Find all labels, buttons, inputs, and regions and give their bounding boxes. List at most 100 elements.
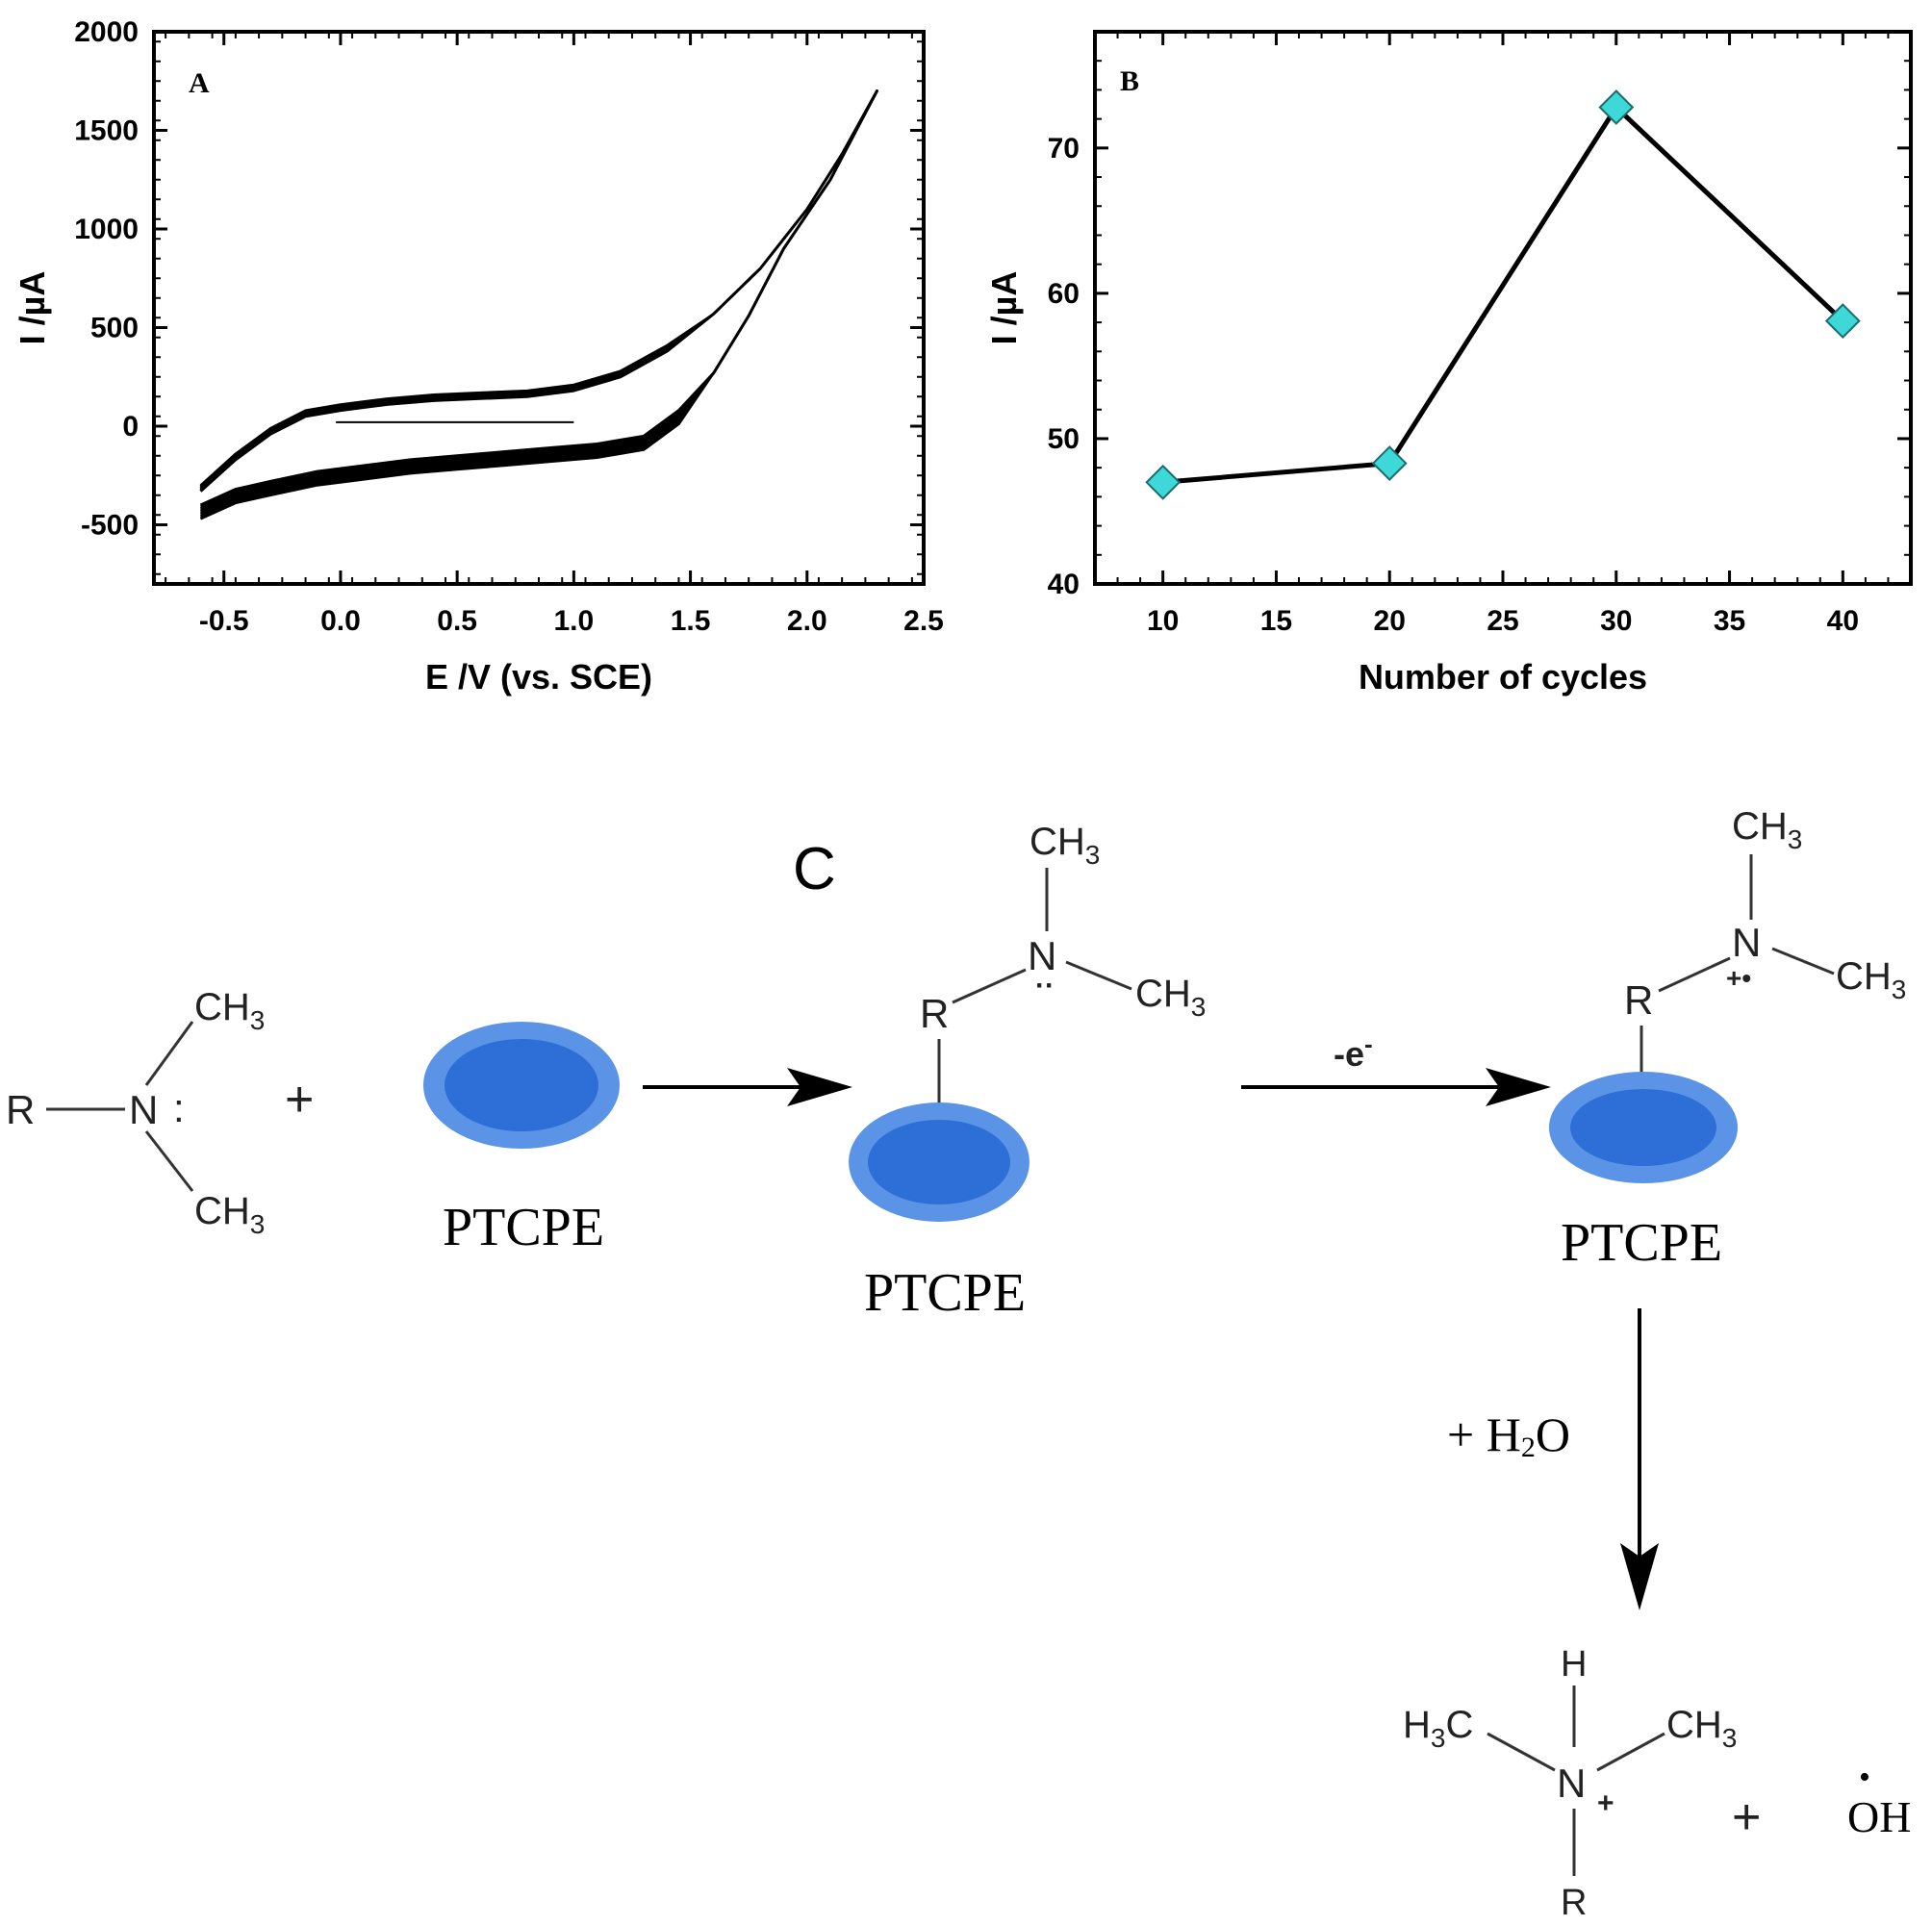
arrow-3-head (1620, 1543, 1659, 1610)
panel-a-ticks: -0.5 0.0 0.5 1.0 1.5 2.0 2.5 -500 0 500 1000 1500 20… (74, 16, 944, 637)
radical-top-methyl: CH3 (1732, 805, 1802, 854)
panel-a-xtick-label: -0.5 (199, 605, 249, 637)
adsorbed-r-n-bond (952, 968, 1027, 1004)
product-right-methyl: CH3 (1666, 1704, 1737, 1753)
panel-a-letter: A (189, 67, 210, 99)
ammonium-product: H H3C CH3 N + R (1403, 1644, 1737, 1923)
panel-a-ytick-label: 2000 (74, 16, 139, 48)
electrode-2-label: PTCPE (864, 1263, 1026, 1323)
product-left-methyl: H3C (1403, 1704, 1473, 1753)
panel-b-xtick-label: 40 (1827, 605, 1859, 637)
radical-charge: +• (1726, 963, 1751, 993)
amine-lower-methyl: CH3 (194, 1190, 265, 1239)
hydroxyl-label: OH (1847, 1792, 1911, 1841)
panel-c-letter: C (793, 836, 836, 902)
panel-a-xtick-label: 0.5 (437, 605, 477, 637)
panel-b-ytick-label: 50 (1048, 423, 1080, 455)
panel-a-ylabel: I /µA (13, 271, 52, 345)
product-right-bond (1596, 1732, 1665, 1772)
amine-reactant: R N : CH3 CH3 (6, 986, 265, 1239)
electrode-1-inner (445, 1039, 598, 1131)
adsorbed-n-label: N (1028, 933, 1056, 978)
electrode-1: PTCPE (423, 1022, 620, 1257)
panel-a-ytick-label: 1500 (74, 115, 139, 147)
panel-a-chart: -0.5 0.0 0.5 1.0 1.5 2.0 2.5 -500 0 500 1000 1500 20… (13, 16, 944, 697)
panel-a-cv-cycle-4 (199, 89, 878, 511)
electrode-3: PTCPE (1549, 1072, 1738, 1273)
panel-b-ytick-label: 70 (1048, 133, 1080, 165)
panel-b-xlabel: Number of cycles (1359, 657, 1647, 697)
panel-a-cv-cycle-10 (199, 89, 878, 520)
panel-b-point-10 (1145, 464, 1182, 500)
panel-b-ytick-label: 40 (1048, 569, 1080, 600)
panel-b-xtick-label: 15 (1260, 605, 1292, 637)
panel-b-xtick-label: 20 (1374, 605, 1406, 637)
panel-c-scheme: C R N : CH3 CH3 + PTCPE R N (6, 805, 1911, 1923)
panel-b-point-40 (1824, 303, 1861, 340)
panel-a-xtick-label: 1.0 (554, 605, 595, 637)
panel-b-point-20 (1371, 445, 1408, 482)
panel-a-curves (199, 89, 878, 520)
radical-n-label: N (1732, 920, 1761, 965)
panel-b-xtick-label: 30 (1600, 605, 1632, 637)
reaction-arrow-1 (643, 1068, 852, 1106)
reaction-arrow-2: -e- (1241, 1029, 1551, 1106)
panel-a-xlabel: E /V (vs. SCE) (425, 657, 652, 697)
arrow-2-head (1486, 1068, 1551, 1106)
panel-a-cv-cycle-1 (199, 89, 878, 507)
panel-b-frame (1093, 30, 1913, 586)
panel-a-xtick-label: 2.0 (787, 605, 827, 637)
product-r-label: R (1561, 1883, 1587, 1923)
panel-a-ytick-label: 500 (90, 313, 139, 344)
product-h-label: H (1561, 1644, 1587, 1685)
panel-b-xtick-label: 35 (1714, 605, 1745, 637)
panel-a-frame (152, 30, 926, 586)
amine-lone-pair: : (173, 1085, 185, 1130)
panel-a-ytick-label: -500 (81, 510, 139, 542)
electrode-2: PTCPE (849, 1102, 1030, 1323)
adsorbed-amine: R N ·· CH3 CH3 (920, 821, 1206, 1110)
panel-a-cv-cycle-2 (199, 89, 878, 508)
adsorbed-lone-pair: ·· (1035, 970, 1055, 1001)
radical-right-bond (1771, 947, 1835, 976)
panel-a-ytick-label: 0 (122, 411, 139, 443)
electrode-3-inner (1570, 1089, 1716, 1166)
hydroxyl-dot: • (1859, 1760, 1870, 1795)
panel-b-xtick-label: 10 (1147, 605, 1179, 637)
arrow-1-head (787, 1068, 852, 1106)
amine-upper-methyl: CH3 (194, 986, 265, 1035)
plus-sign-2: + (1732, 1789, 1761, 1845)
plus-sign-1: + (285, 1072, 314, 1128)
panel-b-series (1145, 89, 1861, 500)
radical-r-n-bond (1658, 956, 1731, 993)
adsorbed-top-methyl: CH3 (1030, 821, 1100, 870)
electron-loss-label: -e- (1334, 1029, 1373, 1074)
electrode-3-label: PTCPE (1561, 1213, 1722, 1273)
radical-cation: R N +• CH3 CH3 (1624, 805, 1906, 1074)
panel-b-ytick-label: 60 (1048, 278, 1080, 310)
panel-b-point-30 (1598, 89, 1635, 125)
adsorbed-right-bond (1065, 960, 1132, 991)
panel-b-letter: B (1120, 65, 1139, 97)
panel-a-cv-cycle-3 (199, 89, 878, 510)
panel-a-xtick-label: 0.0 (320, 605, 361, 637)
electrode-2-inner (868, 1120, 1010, 1204)
amine-n-label: N (129, 1087, 158, 1132)
adsorbed-r-label: R (920, 991, 949, 1036)
panel-a-ytick-label: 1000 (74, 214, 139, 245)
product-n-label: N (1557, 1761, 1586, 1806)
radical-r-label: R (1624, 977, 1653, 1023)
panel-b-xtick-label: 25 (1487, 605, 1518, 637)
product-left-bond (1487, 1732, 1556, 1772)
hydroxyl-radical: • OH (1847, 1760, 1911, 1841)
panel-b-ylabel: I /µA (984, 271, 1024, 345)
panel-b-series-line (1162, 103, 1845, 485)
amine-lower-bond (144, 1130, 194, 1192)
electrode-1-label: PTCPE (443, 1198, 604, 1257)
amine-upper-bond (144, 1021, 194, 1086)
panel-b-chart: 10 15 20 25 30 35 40 40 50 60 70 B Number of cycle… (984, 30, 1913, 697)
panel-b-ticks: 10 15 20 25 30 35 40 40 50 60 70 (1048, 32, 1911, 637)
water-label: + H2O (1447, 1407, 1570, 1463)
panel-a-xtick-label: 2.5 (903, 605, 944, 637)
